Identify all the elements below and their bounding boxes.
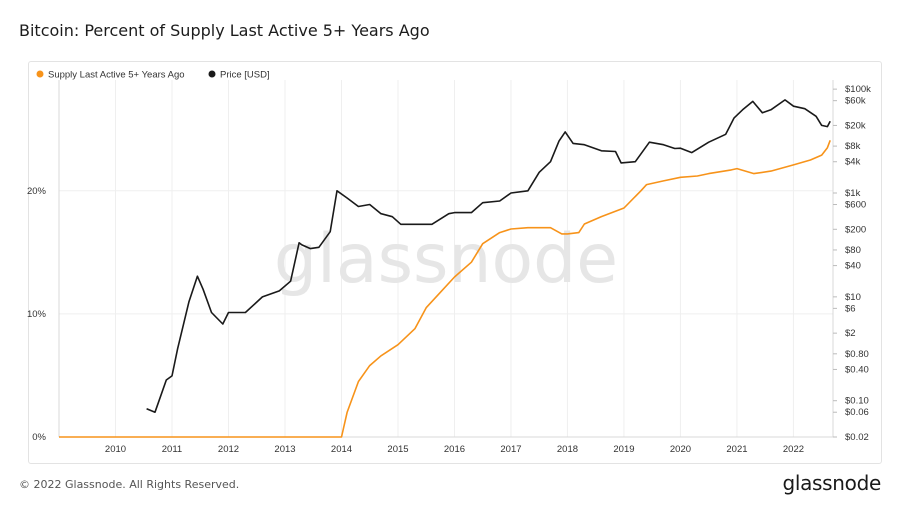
y-right-tick-label: $10 (845, 292, 861, 303)
glassnode-logo: glassnode (782, 471, 881, 495)
legend-supply-label: Supply Last Active 5+ Years Ago (48, 70, 185, 81)
y-right-tick-label: $2 (845, 328, 856, 339)
y-right-tick-label: $100k (845, 84, 871, 95)
y-right-tick-label: $6 (845, 303, 856, 314)
y-left-tick-label: 0% (32, 432, 46, 443)
x-tick-label: 2015 (387, 444, 408, 455)
y-right-tick-label: $4k (845, 157, 861, 168)
x-tick-label: 2016 (444, 444, 465, 455)
x-tick-label: 2011 (162, 444, 182, 455)
y-right-tick-label: $0.40 (845, 364, 869, 375)
x-tick-label: 2010 (105, 444, 126, 455)
y-left-tick-label: 10% (27, 309, 47, 320)
y-right-tick-label: $0.80 (845, 349, 869, 360)
x-tick-label: 2018 (557, 444, 578, 455)
supply-series-line (59, 140, 831, 438)
y-right-tick-label: $600 (845, 200, 866, 211)
x-tick-label: 2014 (331, 444, 352, 455)
y-right-tick-label: $80 (845, 245, 861, 256)
x-tick-label: 2012 (218, 444, 239, 455)
chart-panel (28, 61, 882, 464)
x-tick-label: 2019 (613, 444, 634, 455)
y-right-tick-label: $60k (845, 96, 866, 107)
y-left-tick-label: 20% (27, 186, 47, 197)
y-right-tick-label: $0.10 (845, 396, 869, 407)
y-right-tick-label: $1k (845, 188, 861, 199)
price-series-line (146, 99, 831, 413)
x-tick-label: 2022 (783, 444, 804, 455)
legend-price-label: Price [USD] (220, 70, 270, 81)
chart-title: Bitcoin: Percent of Supply Last Active 5… (19, 21, 430, 40)
copyright-text: © 2022 Glassnode. All Rights Reserved. (19, 478, 240, 491)
x-tick-label: 2017 (500, 444, 521, 455)
y-right-tick-label: $40 (845, 261, 861, 272)
y-right-tick-label: $8k (845, 141, 861, 152)
x-tick-label: 2021 (726, 444, 747, 455)
legend-price-marker (208, 70, 216, 78)
y-right-tick-label: $20k (845, 120, 866, 131)
legend-supply-marker (36, 70, 44, 78)
x-tick-label: 2020 (670, 444, 691, 455)
y-right-tick-label: $0.06 (845, 407, 869, 418)
y-right-tick-label: $200 (845, 224, 866, 235)
y-right-tick-label: $0.02 (845, 432, 869, 443)
x-tick-label: 2013 (274, 444, 295, 455)
